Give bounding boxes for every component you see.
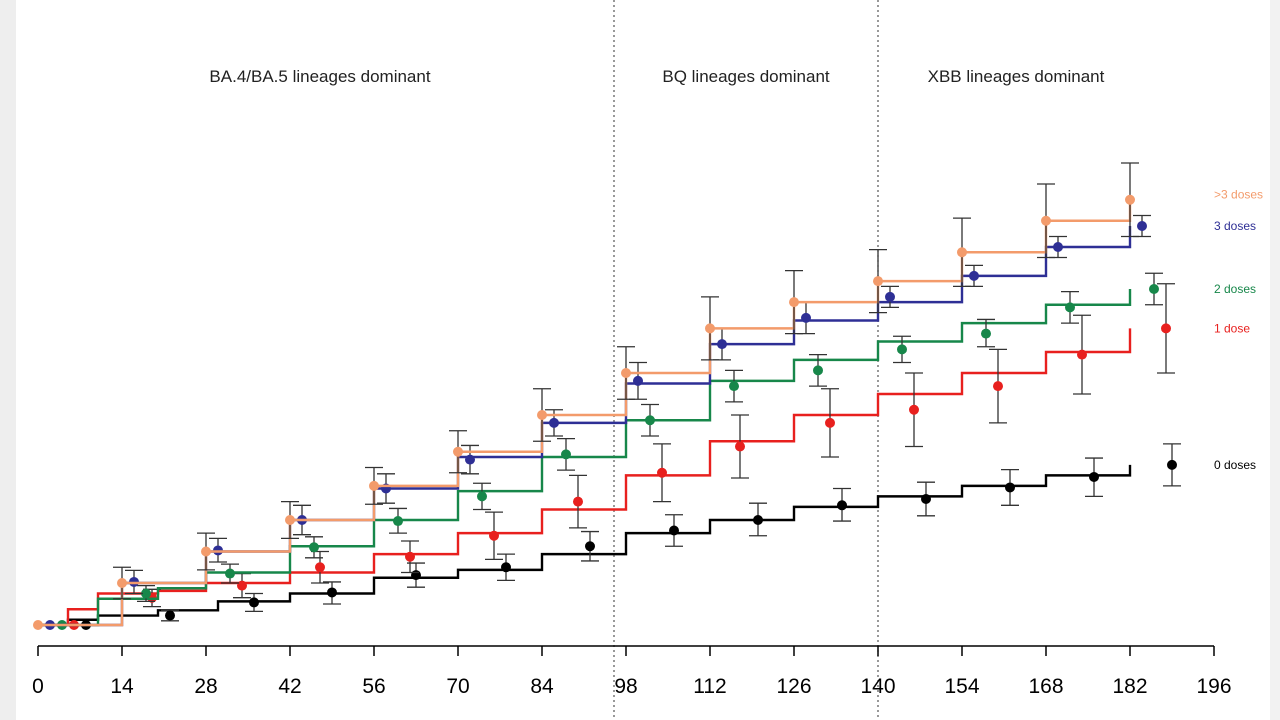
series-label: 2 doses — [1214, 282, 1256, 296]
data-point — [1053, 242, 1063, 252]
period-ba45-label: BA.4/BA.5 lineages dominant — [209, 67, 430, 86]
data-point — [585, 541, 595, 552]
data-point — [981, 328, 991, 339]
data-point — [1005, 482, 1015, 493]
data-point — [249, 597, 259, 608]
x-tick-label: 0 — [32, 675, 44, 698]
data-point — [645, 415, 655, 426]
x-tick-label: 70 — [446, 675, 469, 698]
data-point — [825, 417, 835, 428]
data-point — [1125, 194, 1135, 205]
data-point — [1065, 302, 1075, 313]
right-edge-strip — [1270, 0, 1280, 720]
series-4 — [33, 162, 1139, 630]
x-tick-label: 154 — [944, 675, 979, 698]
x-tick-label: 182 — [1112, 675, 1147, 698]
data-point — [897, 344, 907, 355]
data-point — [1161, 323, 1171, 334]
data-point — [501, 562, 511, 573]
data-point — [477, 491, 487, 502]
data-point — [873, 276, 883, 287]
data-point — [621, 368, 631, 378]
x-tick-label: 14 — [110, 675, 134, 698]
data-point — [1167, 459, 1177, 470]
data-point — [957, 247, 967, 258]
data-point — [735, 441, 745, 452]
data-point — [909, 404, 919, 415]
data-point — [729, 381, 739, 392]
x-tick-label: 42 — [278, 675, 301, 698]
data-point — [633, 375, 643, 386]
x-tick-label: 168 — [1028, 675, 1063, 698]
data-point — [285, 515, 295, 525]
x-tick-label: 126 — [776, 675, 811, 698]
data-point — [201, 546, 211, 557]
data-point — [315, 562, 325, 573]
period-bq-label: BQ lineages dominant — [662, 67, 830, 86]
data-point — [669, 525, 679, 536]
data-point — [789, 297, 799, 308]
series-line — [38, 289, 1132, 627]
x-tick-label: 98 — [614, 675, 637, 698]
data-point — [411, 570, 421, 581]
data-point — [885, 291, 895, 302]
series-line — [38, 464, 1132, 627]
data-point — [1137, 221, 1147, 231]
data-point — [549, 417, 559, 428]
x-tick-label: 140 — [860, 675, 895, 698]
series-labels: 0 doses 1 dose 2 doses 3 doses >3 doses — [1214, 188, 1263, 472]
data-point — [225, 568, 235, 579]
data-point — [1089, 471, 1099, 482]
x-tick-label: 56 — [362, 675, 385, 698]
x-tick-label: 112 — [693, 675, 726, 698]
data-point — [753, 515, 763, 525]
data-point — [561, 449, 571, 460]
data-point — [465, 454, 475, 465]
data-point — [117, 578, 127, 588]
period-xbb-label: XBB lineages dominant — [928, 67, 1105, 86]
data-point — [33, 620, 43, 630]
series-0 — [38, 443, 1181, 630]
series-line — [38, 328, 1132, 627]
series-label: >3 doses — [1214, 188, 1263, 202]
data-point — [1041, 215, 1051, 226]
x-tick-label: 84 — [530, 675, 554, 698]
series-label: 1 dose — [1214, 321, 1250, 335]
data-point — [405, 551, 415, 562]
data-point — [309, 542, 319, 553]
data-point — [489, 530, 499, 541]
data-point — [165, 610, 175, 621]
data-point — [573, 496, 583, 507]
data-point — [393, 516, 403, 527]
data-point — [837, 500, 847, 511]
data-point — [801, 312, 811, 323]
data-point — [537, 410, 547, 420]
data-point — [369, 480, 379, 491]
data-point — [1149, 284, 1159, 294]
series-label: 0 doses — [1214, 458, 1256, 472]
data-point — [993, 381, 1003, 392]
data-point — [453, 446, 463, 457]
x-tick-label: 28 — [194, 675, 217, 698]
data-point — [717, 339, 727, 350]
data-point — [705, 323, 715, 334]
period-labels: BA.4/BA.5 lineages dominant BQ lineages d… — [209, 67, 1104, 86]
data-point — [1077, 349, 1087, 360]
data-point — [813, 365, 823, 376]
data-point — [327, 587, 337, 598]
data-point — [141, 588, 151, 599]
data-point — [237, 580, 247, 591]
x-axis: 0 14 28 42 56 70 84 98 112 126 140 154 168 182 196 — [32, 645, 1232, 698]
series-label: 3 doses — [1214, 219, 1256, 233]
data-point — [969, 270, 979, 281]
data-point — [921, 494, 931, 504]
x-tick-label: 196 — [1196, 675, 1231, 698]
series-layer — [33, 162, 1181, 630]
left-edge-strip — [0, 0, 16, 720]
data-point — [657, 467, 667, 478]
